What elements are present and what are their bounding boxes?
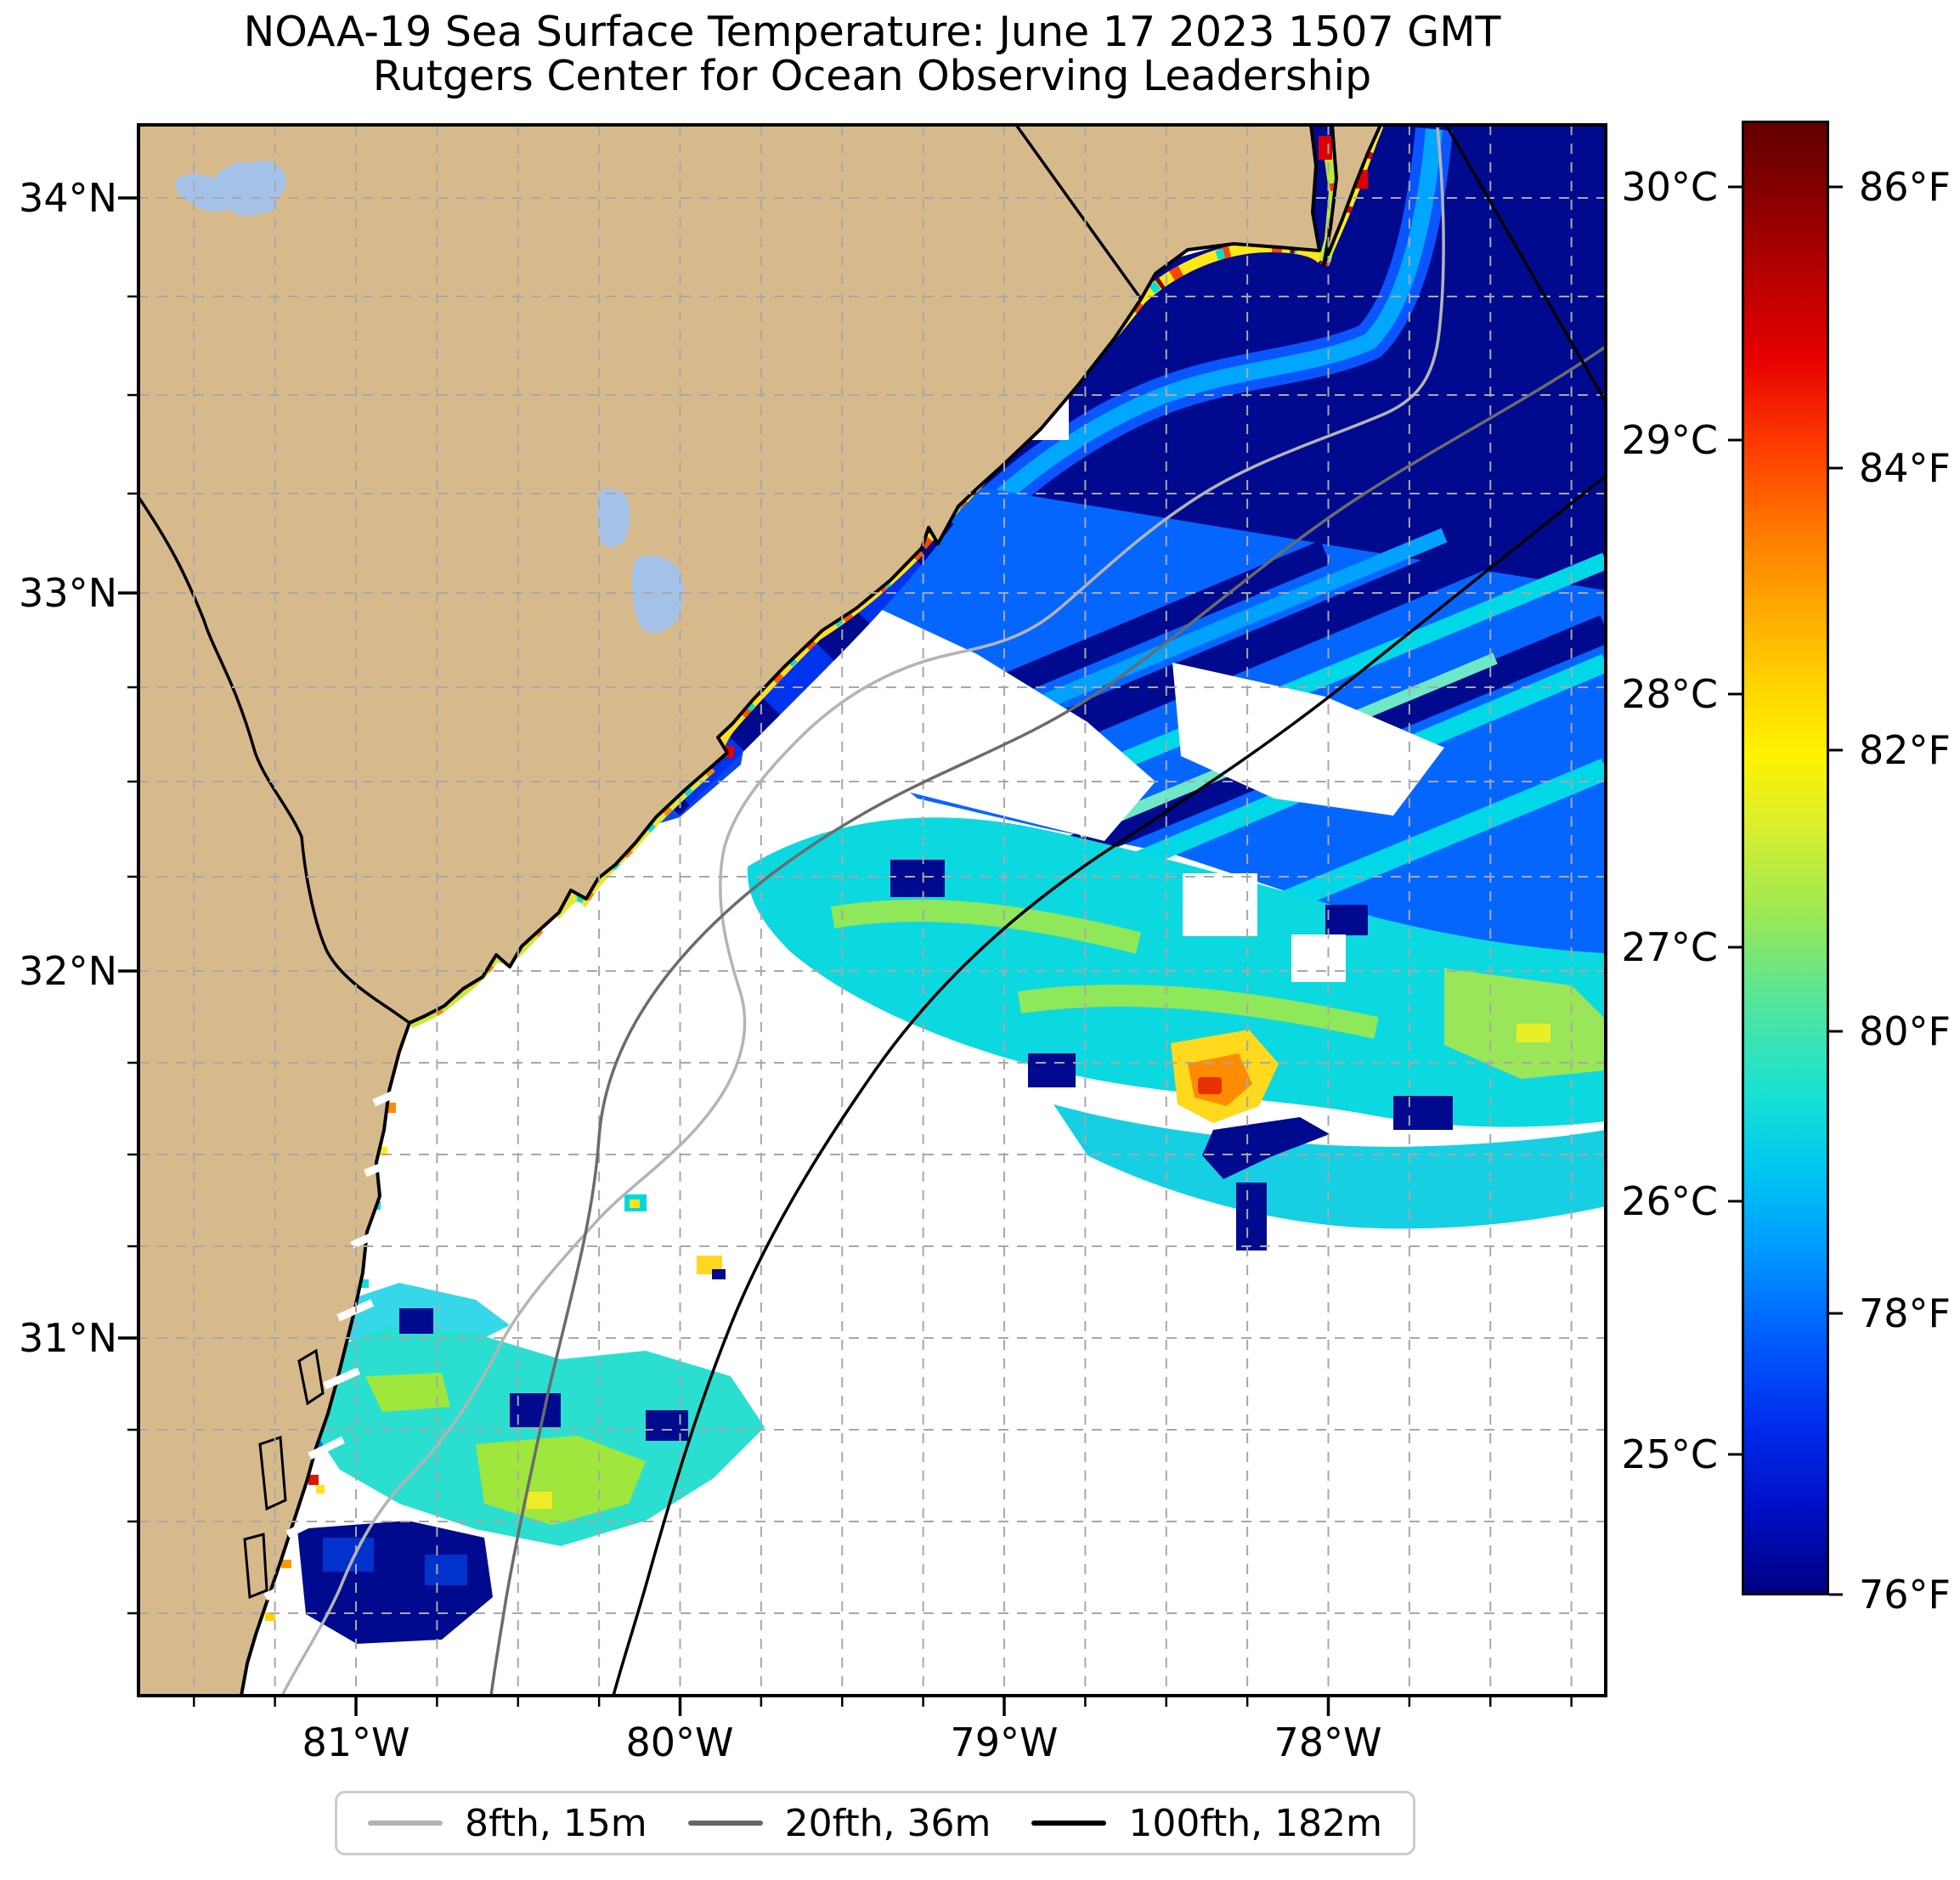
contour-100fth-corner: [1444, 125, 1606, 403]
cbar-c-28: 28°C: [1621, 671, 1718, 717]
cyan-navy-2: [1028, 1053, 1076, 1087]
legend-item-20fth: 20fth, 36m: [687, 1801, 991, 1845]
cbar-f-76: 76°F: [1859, 1572, 1951, 1617]
eddy-navy-strip: [1202, 1117, 1330, 1179]
legend-label-20fth: 20fth, 36m: [784, 1801, 991, 1845]
cyan-navy-1: [890, 860, 945, 897]
ytick-34n: 34°N: [19, 175, 117, 221]
land-cape-fear-peninsula: [1322, 125, 1382, 267]
cbar-f-78: 78°F: [1859, 1290, 1951, 1336]
cbar-c-27: 27°C: [1621, 924, 1718, 970]
lakes: [175, 161, 684, 633]
ga-navyblob-blue-2: [425, 1555, 467, 1585]
eddy-navy-tail: [1236, 1183, 1267, 1251]
legend-label-100fth: 100fth, 182m: [1128, 1801, 1382, 1845]
contour-20fth: [489, 345, 1606, 1696]
xtick-81w: 81°W: [302, 1719, 410, 1765]
figure-title-line1: NOAA-19 Sea Surface Temperature: June 17…: [243, 8, 1501, 56]
xtick-79w: 79°W: [950, 1719, 1059, 1765]
border-nc-sc: [1014, 125, 1143, 301]
legend-item-8fth: 8fth, 15m: [368, 1802, 647, 1845]
cyan-navy-3: [1393, 1096, 1453, 1130]
xtick-80w: 80°W: [625, 1719, 734, 1765]
ytick-33n: 33°N: [19, 570, 117, 616]
legend-line-8fth-swatch: [368, 1821, 443, 1826]
mid-speck-2b: [712, 1269, 726, 1279]
sst-cyan-extension: [1053, 1104, 1606, 1229]
cbar-c-26: 26°C: [1621, 1178, 1718, 1224]
xtick-78w: 78°W: [1274, 1719, 1382, 1765]
graticule: [138, 125, 1606, 1696]
legend-line-20fth-swatch: [687, 1821, 763, 1826]
warm-eddy-red-core: [1198, 1077, 1222, 1094]
cyan-green-streak-2: [1018, 984, 1379, 1039]
colorbar-gradient: [1742, 121, 1829, 1595]
cyan-yellow-dash: [1517, 1024, 1550, 1042]
cyan-white-hole-2: [1291, 934, 1346, 982]
lake-3: [631, 555, 684, 633]
sst-cyan-region: [747, 817, 1606, 1127]
cbar-c-29: 29°C: [1621, 417, 1718, 463]
cyan-navy-4: [1325, 905, 1368, 935]
ga-green-patch-2: [365, 1373, 450, 1412]
ytick-31n: 31°N: [19, 1315, 117, 1361]
cbar-f-84: 84°F: [1859, 445, 1951, 491]
ytick-32n: 32°N: [19, 948, 117, 994]
cloud-blob-4: [1172, 663, 1444, 816]
lake-2: [596, 488, 630, 548]
inlet-notches: [263, 1082, 413, 1601]
axis-ticks: [118, 196, 1573, 1716]
legend-line-100fth-swatch: [1031, 1821, 1107, 1826]
cyan-white-hole-1: [1183, 873, 1257, 936]
contour-100fth-arc: [612, 474, 1606, 1696]
figure-title-line2: Rutgers Center for Ocean Observing Leade…: [372, 52, 1372, 100]
lake-marion-moultrie: [175, 161, 286, 217]
cbar-c-30: 30°C: [1621, 164, 1718, 210]
legend-item-100fth: 100fth, 182m: [1031, 1802, 1382, 1845]
cyan-green-streak-1: [830, 899, 1142, 954]
legend-label-8fth: 8fth, 15m: [465, 1801, 647, 1845]
contour-8fth: [280, 127, 1445, 1696]
cbar-f-80: 80°F: [1859, 1008, 1951, 1054]
barrier-islands: [243, 1348, 325, 1600]
mid-speck-1b: [630, 1200, 640, 1208]
map-frame: [137, 123, 1607, 1697]
cbar-f-86: 86°F: [1859, 164, 1951, 210]
cbar-f-82: 82°F: [1859, 727, 1951, 773]
ga-yellow-dot: [527, 1492, 552, 1509]
ga-navy-3: [399, 1308, 433, 1334]
cbar-c-25: 25°C: [1621, 1431, 1718, 1477]
depth-contour-legend: 8fth, 15m 20fth, 36m 100fth, 182m: [335, 1791, 1415, 1855]
ga-navy-2: [646, 1410, 688, 1441]
colorbar-ticks: [1728, 185, 1843, 1596]
